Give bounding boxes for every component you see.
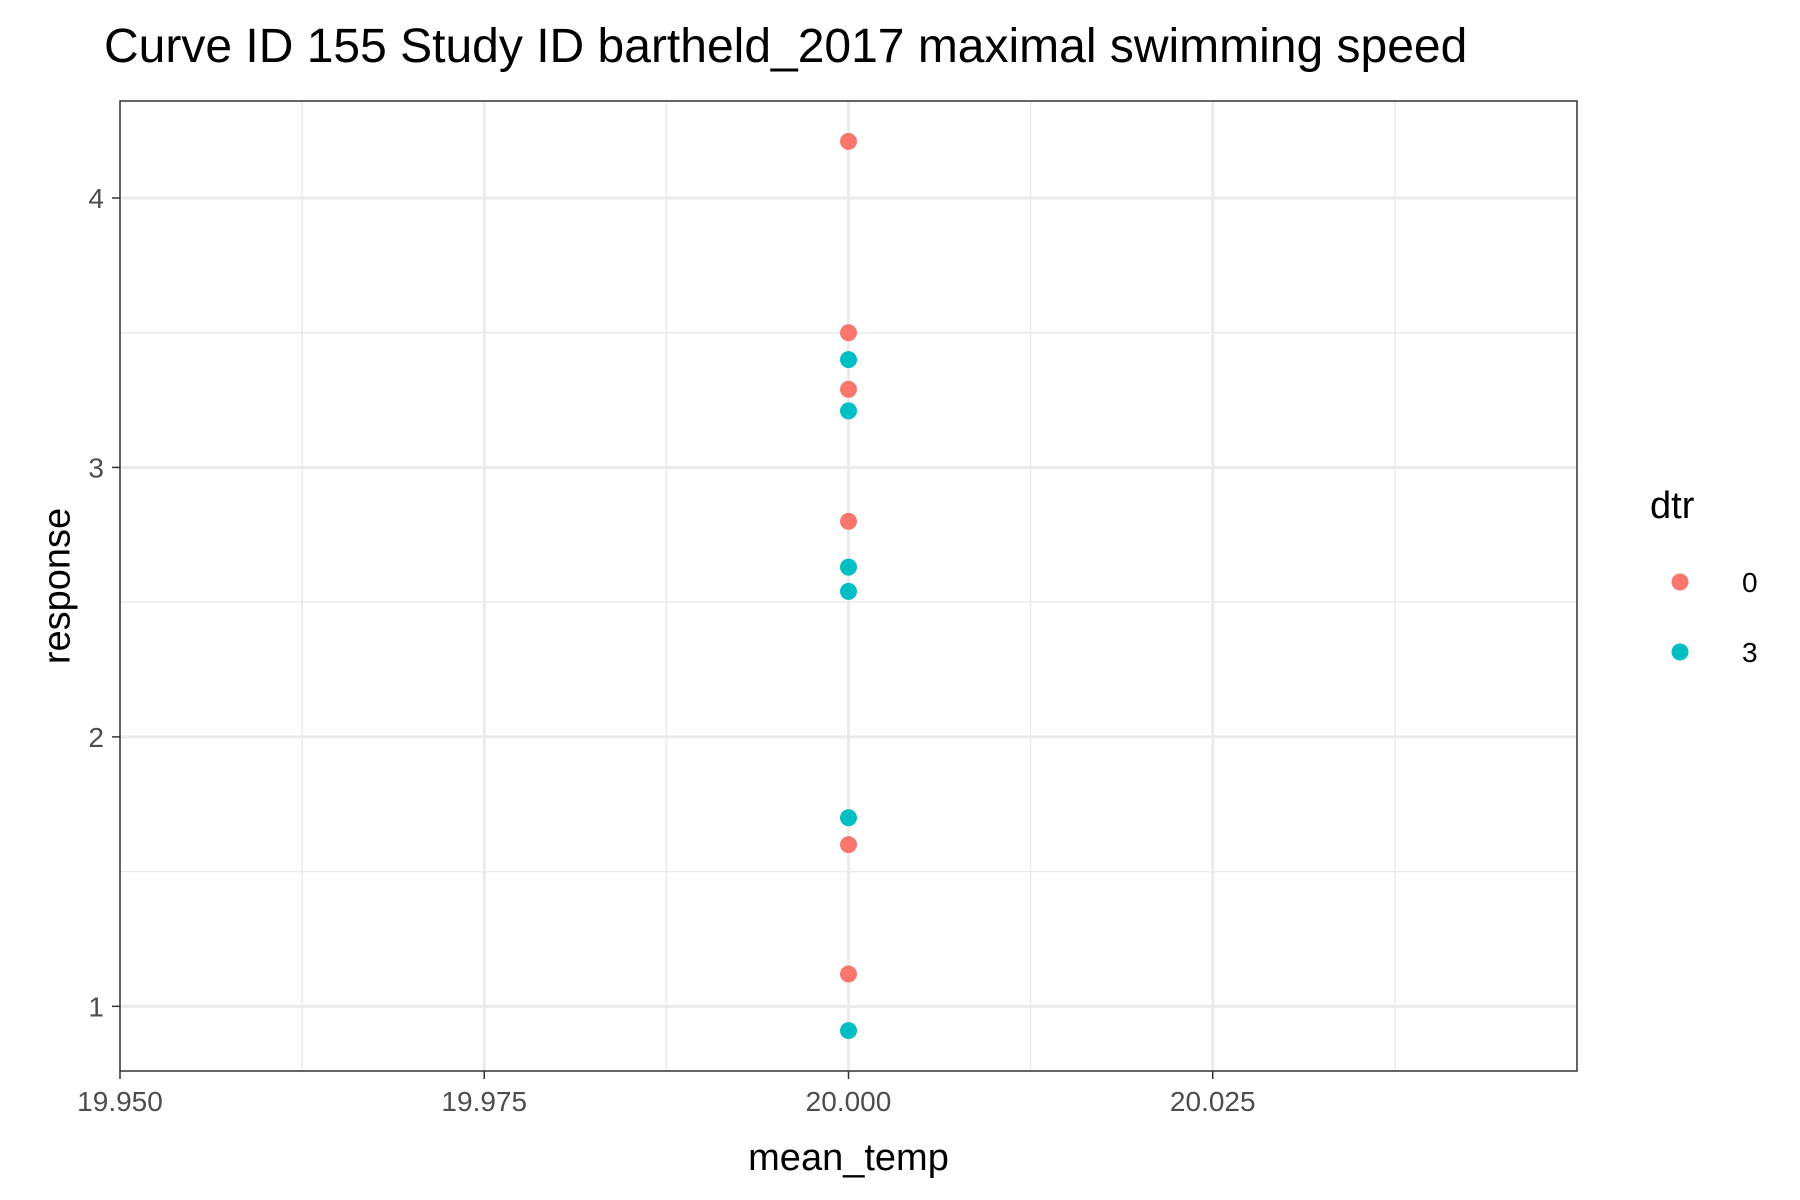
data-point — [840, 836, 857, 854]
x-tick-label: 20.025 — [1170, 1086, 1256, 1117]
x-tick-label: 19.950 — [77, 1086, 163, 1117]
y-axis-title: response — [36, 508, 78, 664]
data-point — [840, 324, 857, 342]
data-point — [840, 1022, 857, 1040]
data-point — [840, 351, 857, 369]
y-tick-label: 3 — [88, 452, 104, 483]
y-tick-label: 4 — [88, 183, 104, 214]
legend-title: dtr — [1650, 485, 1695, 527]
legend-label: 3 — [1742, 637, 1758, 668]
x-axis-title: mean_temp — [748, 1137, 949, 1179]
data-point — [840, 809, 857, 827]
y-tick-label: 2 — [88, 722, 104, 753]
data-point — [840, 582, 857, 600]
data-point — [840, 512, 857, 530]
data-point — [840, 132, 857, 150]
legend-label: 0 — [1742, 567, 1758, 598]
x-tick-label: 20.000 — [806, 1086, 892, 1117]
chart-title: Curve ID 155 Study ID bartheld_2017 maxi… — [104, 20, 1467, 73]
data-point — [840, 402, 857, 420]
grid — [120, 101, 1577, 1071]
data-point — [840, 380, 857, 398]
axis-ticks: 19.950 19.975 20.000 20.025 1 2 3 4 — [77, 183, 1255, 1117]
data-points — [840, 132, 857, 1040]
legend: dtr 0 3 — [1650, 485, 1758, 668]
x-tick-label: 19.975 — [441, 1086, 527, 1117]
data-point — [840, 558, 857, 576]
y-tick-label: 1 — [88, 991, 104, 1022]
data-point — [840, 965, 857, 983]
legend-key — [1671, 573, 1689, 591]
legend-key — [1671, 643, 1689, 661]
